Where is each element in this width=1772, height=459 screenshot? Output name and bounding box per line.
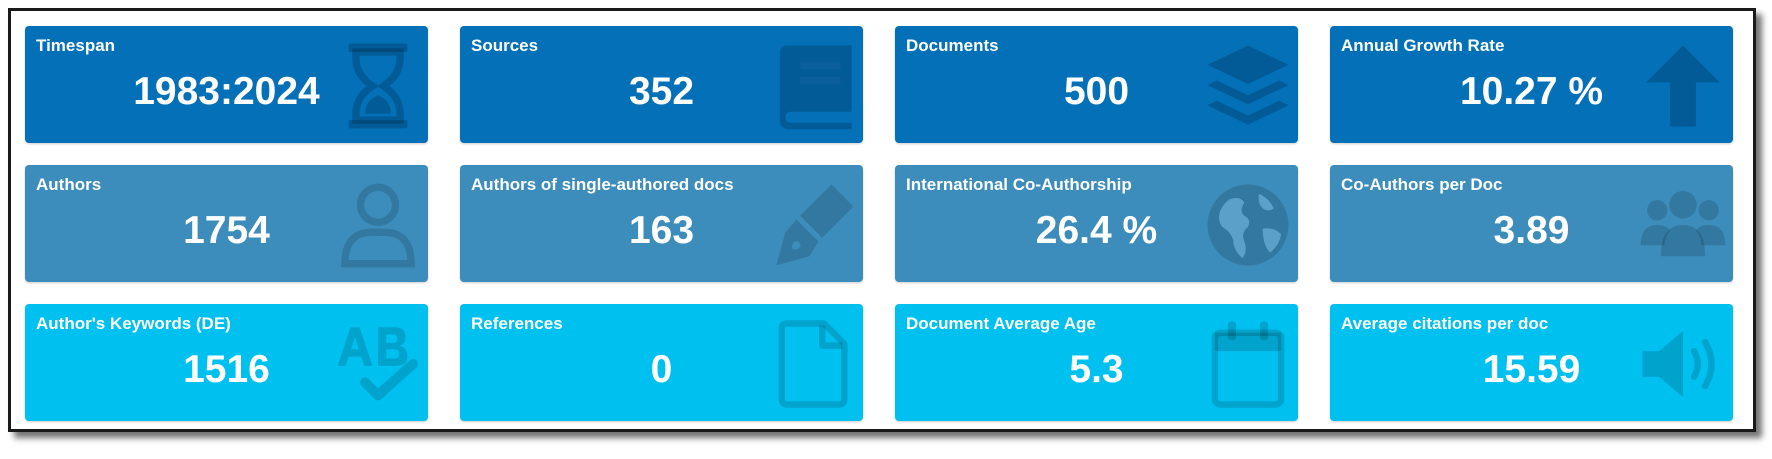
box-label: Documents: [906, 36, 999, 55]
box-value: 163: [628, 209, 695, 252]
international-coauthorship-box: International Co-Authorship 26.4 %: [895, 165, 1298, 282]
users-icon: [1637, 179, 1729, 271]
volume-icon: [1637, 318, 1729, 410]
box-label: Timespan: [36, 36, 116, 55]
box-label: Sources: [471, 36, 539, 55]
box-label: International Co-Authorship: [906, 175, 1132, 194]
box-label: Authors of single-authored docs: [471, 175, 734, 194]
box-value: 1754: [183, 209, 270, 252]
arrow-up-icon: [1637, 40, 1729, 132]
hourglass-icon: [332, 40, 424, 132]
box-value: 0: [650, 348, 673, 391]
box-label: Document Average Age: [906, 314, 1096, 333]
documents-box: Documents 500: [895, 26, 1298, 143]
box-label: Annual Growth Rate: [1341, 36, 1505, 55]
box-value: 1516: [183, 348, 270, 391]
stats-panel: Timespan 1983:2024 Sources 352: [8, 8, 1756, 432]
sources-box: Sources 352: [460, 26, 863, 143]
stats-grid: Timespan 1983:2024 Sources 352: [25, 26, 1733, 421]
user-icon: [332, 179, 424, 271]
coauthors-per-doc-box: Co-Authors per Doc 3.89: [1330, 165, 1733, 282]
box-label: Author's Keywords (DE): [36, 314, 231, 333]
box-label: Co-Authors per Doc: [1341, 175, 1503, 194]
annual-growth-rate-box: Annual Growth Rate 10.27 %: [1330, 26, 1733, 143]
calendar-icon: [1202, 318, 1294, 410]
document-average-age-box: Document Average Age 5.3: [895, 304, 1298, 421]
box-label: References: [471, 314, 563, 333]
box-value: 26.4 %: [1035, 209, 1158, 252]
references-box: References 0: [460, 304, 863, 421]
box-value: 500: [1063, 70, 1130, 113]
globe-icon: [1202, 179, 1294, 271]
average-citations-box: Average citations per doc 15.59: [1330, 304, 1733, 421]
box-value: 15.59: [1482, 348, 1581, 391]
box-label: Authors: [36, 175, 102, 194]
box-value: 1983:2024: [133, 70, 320, 113]
pen-nib-icon: [767, 179, 859, 271]
layers-icon: [1202, 40, 1294, 132]
spell-check-icon: [332, 318, 424, 410]
box-value: 352: [628, 70, 695, 113]
authors-box: Authors 1754: [25, 165, 428, 282]
timespan-box: Timespan 1983:2024: [25, 26, 428, 143]
authors-keywords-box: Author's Keywords (DE) 1516: [25, 304, 428, 421]
single-authored-docs-box: Authors of single-authored docs 163: [460, 165, 863, 282]
box-value: 3.89: [1493, 209, 1570, 252]
box-value: 5.3: [1069, 348, 1124, 391]
book-icon: [767, 40, 859, 132]
box-label: Average citations per doc: [1341, 314, 1549, 333]
file-icon: [767, 318, 859, 410]
box-value: 10.27 %: [1459, 70, 1604, 113]
